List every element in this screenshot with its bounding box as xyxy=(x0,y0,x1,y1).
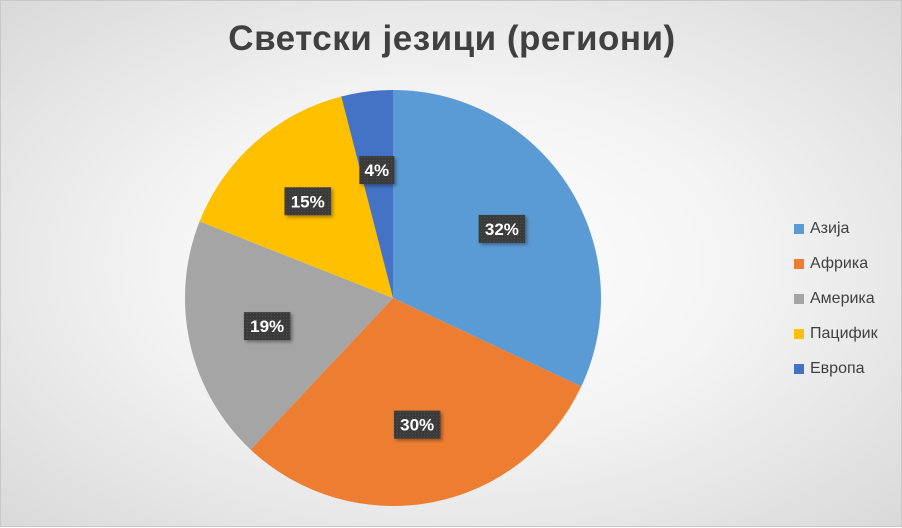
legend-item-пацифик: Пацифик xyxy=(794,316,894,351)
legend-swatch xyxy=(794,293,804,304)
legend-label: Азија xyxy=(810,219,850,237)
data-label-text: 15% xyxy=(291,192,325,211)
data-label-text: 32% xyxy=(485,220,519,239)
legend-swatch xyxy=(794,223,804,234)
chart-title: Светски језици (региони) xyxy=(228,19,676,58)
legend-swatch xyxy=(794,328,804,339)
data-label-box xyxy=(393,410,441,439)
data-label-африка: 30% xyxy=(393,410,441,439)
data-label-азија: 32% xyxy=(478,214,526,243)
legend-item-африка: Африка xyxy=(794,246,894,281)
legend-item-азија: Азија xyxy=(794,211,894,246)
legend-label: Америка xyxy=(810,289,875,307)
legend-label: Африка xyxy=(810,254,869,272)
pie-slice-африка xyxy=(250,298,582,506)
pie-slice-европа xyxy=(341,90,393,298)
chart-legend: Азија Африка Америка Пацифик Европа xyxy=(794,211,894,386)
pie-slices xyxy=(184,90,601,506)
data-label-box xyxy=(284,187,331,216)
data-label-text: 30% xyxy=(400,416,434,435)
data-label-box xyxy=(478,214,526,243)
legend-label: Пацифик xyxy=(810,324,878,342)
legend-item-европа: Европа xyxy=(794,351,894,386)
pie-data-labels: 32% 30% 19% 15% 4% xyxy=(243,156,526,439)
legend-item-америка: Америка xyxy=(794,281,894,316)
data-label-европа: 4% xyxy=(359,156,395,185)
data-label-text: 4% xyxy=(365,161,390,180)
legend-swatch xyxy=(794,363,804,374)
data-label-text: 19% xyxy=(250,317,284,336)
data-label-box xyxy=(359,156,395,185)
data-label-пацифик: 15% xyxy=(284,187,331,216)
data-label-америка: 19% xyxy=(243,312,291,341)
legend-label: Европа xyxy=(810,359,865,377)
legend-swatch xyxy=(794,258,804,269)
data-label-box xyxy=(243,312,291,341)
